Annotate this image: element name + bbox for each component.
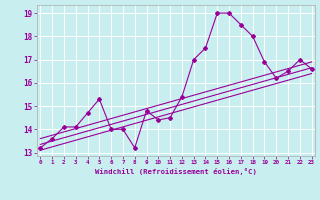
X-axis label: Windchill (Refroidissement éolien,°C): Windchill (Refroidissement éolien,°C) bbox=[95, 168, 257, 175]
